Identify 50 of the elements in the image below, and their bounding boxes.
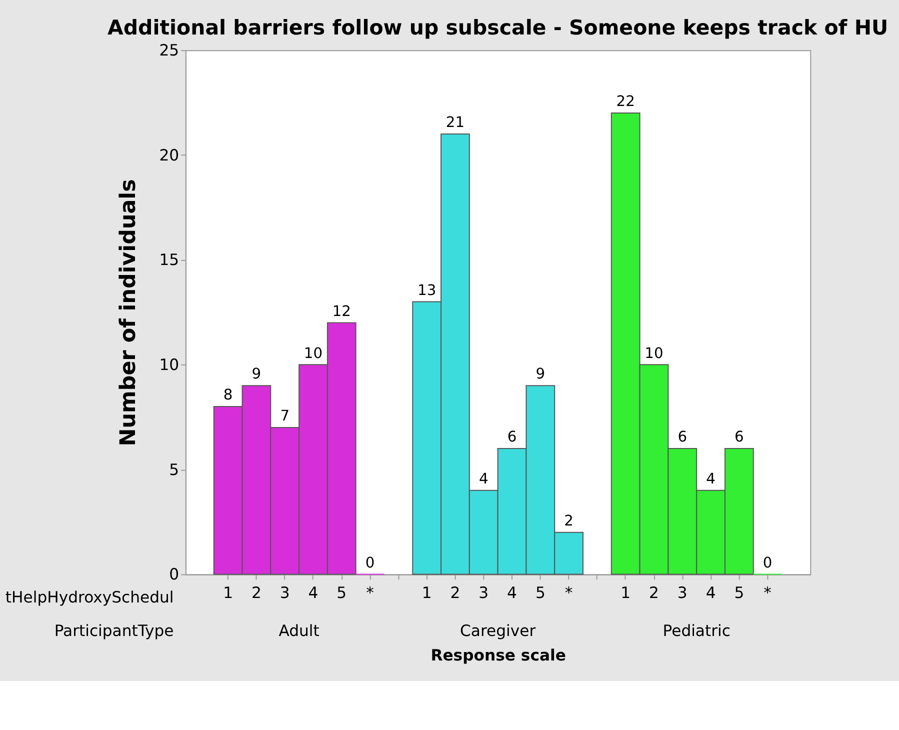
y-tick-label: 10 bbox=[159, 356, 180, 374]
y-tick-label: 0 bbox=[169, 566, 180, 584]
x-tick-label: 4 bbox=[507, 584, 518, 602]
data-label: 8 bbox=[223, 386, 233, 404]
x-tick-label: 4 bbox=[706, 584, 716, 602]
x-axis-title: Response scale bbox=[430, 646, 566, 665]
data-label: 6 bbox=[507, 428, 517, 446]
data-label: 13 bbox=[418, 282, 436, 299]
x-tick-label: 3 bbox=[478, 584, 489, 602]
x-tick-label: 1 bbox=[223, 584, 234, 602]
text: ParticipantType bbox=[54, 622, 174, 640]
data-label: 6 bbox=[678, 428, 688, 446]
data-label: 10 bbox=[644, 344, 664, 362]
text: Adult bbox=[278, 622, 320, 640]
x-tick-label: * bbox=[764, 584, 772, 602]
data-label: 4 bbox=[706, 470, 716, 488]
x-tick-label: 1 bbox=[620, 584, 631, 602]
y-tick-label: 15 bbox=[159, 251, 180, 270]
y-axis-title: Number of individuals bbox=[116, 179, 141, 446]
data-label: 6 bbox=[734, 428, 744, 446]
data-label: 4 bbox=[478, 470, 488, 488]
data-label: 22 bbox=[616, 93, 635, 110]
data-label: 21 bbox=[446, 114, 465, 132]
data-label: 12 bbox=[332, 302, 351, 320]
x-tick-label: 4 bbox=[308, 584, 318, 602]
x-tick-label: 5 bbox=[336, 584, 347, 602]
text: Caregiver bbox=[460, 622, 536, 640]
data-label: 0 bbox=[365, 554, 375, 572]
data-label: 7 bbox=[280, 408, 290, 425]
y-tick-label: 20 bbox=[159, 146, 180, 164]
x-tick-label: * bbox=[564, 584, 573, 602]
y-tick-label: 25 bbox=[159, 41, 180, 60]
x-tick-label: 5 bbox=[535, 584, 546, 602]
text: Pediatric bbox=[662, 622, 730, 640]
x-tick-label: 1 bbox=[422, 584, 432, 602]
text: tHelpHydroxySchedul bbox=[5, 588, 174, 607]
x-tick-label: 2 bbox=[450, 584, 460, 602]
y-tick-label: 5 bbox=[169, 460, 180, 479]
x-tick-label: 3 bbox=[677, 584, 688, 602]
data-label: 2 bbox=[564, 512, 574, 530]
x-tick-label: * bbox=[366, 584, 374, 602]
data-label: 9 bbox=[252, 366, 262, 383]
data-label: 0 bbox=[762, 554, 772, 572]
x-tick-label: 2 bbox=[649, 584, 659, 602]
data-label: 10 bbox=[304, 344, 323, 362]
x-tick-label: 3 bbox=[280, 584, 290, 602]
x-tick-label: 2 bbox=[251, 584, 262, 602]
chart-title: Additional barriers follow up subscale - Someone keeps track of HU bbox=[108, 15, 888, 40]
data-label: 9 bbox=[536, 366, 546, 383]
x-tick-label: 5 bbox=[734, 584, 744, 602]
